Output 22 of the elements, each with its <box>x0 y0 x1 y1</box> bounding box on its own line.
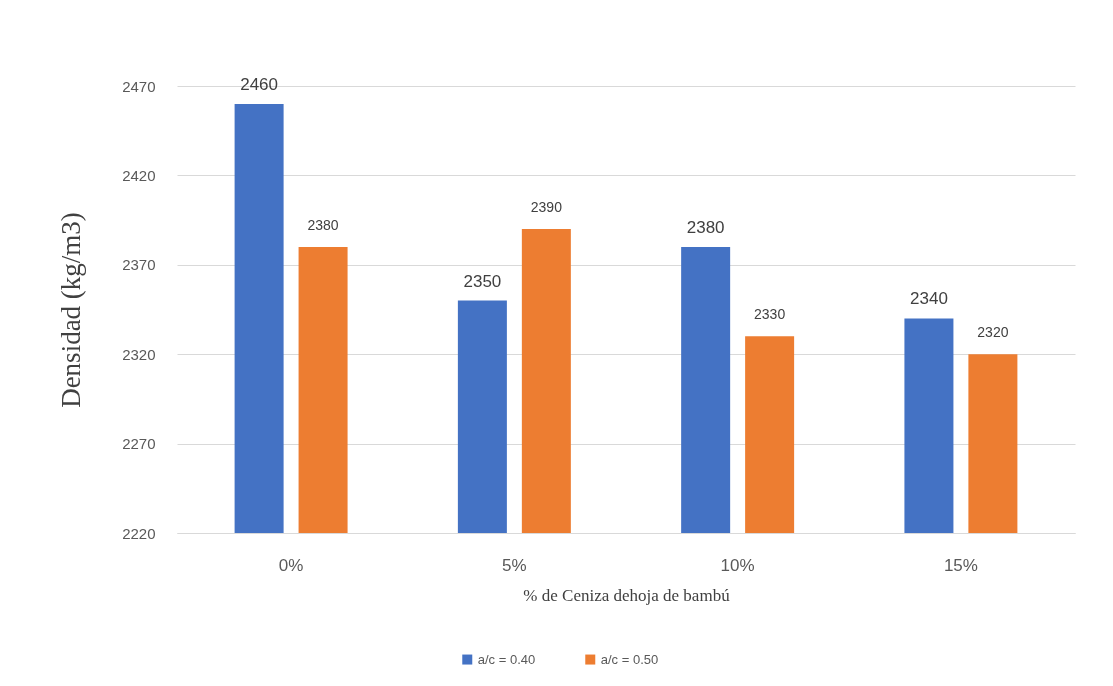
legend-label: a/c = 0.40 <box>477 651 536 667</box>
y-tick-label: 2270 <box>122 435 156 453</box>
data-label: 2320 <box>977 324 1009 341</box>
y-tick-label: 2320 <box>122 345 156 363</box>
data-label: 2460 <box>240 74 279 94</box>
data-label: 2350 <box>463 271 502 291</box>
data-label: 2380 <box>686 217 725 237</box>
x-tick-label: 0% <box>278 555 304 575</box>
y-tick-label: 2470 <box>122 77 156 95</box>
data-label: 2330 <box>754 306 786 323</box>
y-tick-label: 2420 <box>122 166 156 184</box>
y-tick-label: 2370 <box>122 256 156 274</box>
data-label: 2390 <box>530 199 563 216</box>
data-label: 2340 <box>910 289 948 309</box>
y-axis-title: Densidad (kg/m3) <box>56 212 87 408</box>
legend-label: a/c = 0.50 <box>600 651 659 667</box>
y-tick-label: 2220 <box>122 524 156 542</box>
x-tick-label: 5% <box>502 555 527 575</box>
x-axis-title: % de Ceniza dehoja de bambú <box>523 585 731 605</box>
x-tick-label: 15% <box>943 555 978 575</box>
data-label: 2380 <box>307 216 339 233</box>
x-tick-label: 10% <box>720 555 755 575</box>
